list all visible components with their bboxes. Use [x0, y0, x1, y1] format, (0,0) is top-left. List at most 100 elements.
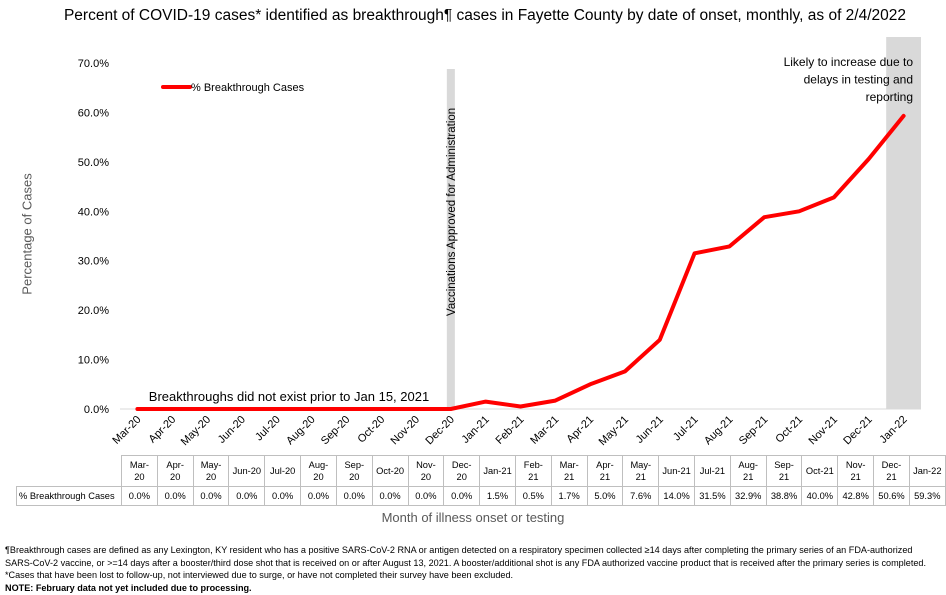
table-column-header: Apr- 21 [586, 455, 624, 487]
table-cell: 0.0% [156, 486, 194, 506]
vaccine-annotation: Vaccinations Approved for Administration [446, 108, 458, 316]
annotations: Vaccinations Approved for Administration… [149, 55, 914, 404]
x-tick-label: Jun-21 [634, 414, 666, 446]
data-point [519, 405, 522, 409]
x-tick-label: Aug-20 [284, 414, 318, 448]
x-tick-label: Nov-21 [806, 414, 840, 448]
x-tick-label: Dec-20 [423, 414, 457, 448]
table-column-header: May- 21 [622, 455, 660, 487]
table-column-header: Mar- 20 [121, 455, 158, 487]
table-row-header: % Breakthrough Cases [16, 486, 122, 506]
table-cell: 0.0% [443, 486, 481, 506]
x-tick-label: Jan-21 [460, 414, 492, 446]
data-point [658, 338, 662, 342]
x-tick-label: Dec-21 [841, 414, 875, 448]
y-tick-label: 0.0% [84, 404, 109, 416]
incomplete-data-annotation: delays in testing and [804, 73, 913, 87]
incomplete-data-annotation: reporting [866, 90, 913, 104]
data-point [553, 399, 557, 403]
x-tick-label: Sep-21 [737, 414, 771, 448]
incomplete-data-band [886, 37, 921, 409]
table-cell: 50.6% [873, 486, 910, 506]
data-point [867, 157, 871, 161]
line-chart: 0.0%10.0%20.0%30.0%40.0%50.0%60.0%70.0% … [78, 37, 921, 448]
table-cell: 0.0% [121, 486, 158, 506]
table-column-header: May- 20 [192, 455, 230, 487]
table-column-header: Jul-21 [694, 455, 731, 487]
data-point [623, 369, 627, 373]
table-cell: 42.8% [837, 486, 875, 506]
data-point [379, 407, 383, 411]
x-tick-label: Sep-20 [319, 414, 353, 448]
data-point [484, 400, 488, 404]
table-column-header: Jun-20 [228, 455, 266, 487]
incomplete-data-annotation: Likely to increase due to [784, 55, 914, 69]
data-point [275, 407, 279, 411]
vaccine-approval-band [446, 69, 455, 409]
data-point [240, 407, 244, 411]
x-tick-label: Oct-21 [773, 414, 805, 446]
table-column-header: Mar- 21 [550, 455, 588, 487]
table-column-header: Oct-20 [371, 455, 409, 487]
x-tick-label: Nov-20 [389, 414, 423, 448]
data-point [205, 407, 209, 411]
table-cell: 31.5% [694, 486, 731, 506]
table-column-header: Jan-21 [479, 455, 516, 487]
table-column-header: Feb- 21 [514, 455, 552, 487]
table-column-header: Apr- 20 [156, 455, 194, 487]
table-cell: 5.0% [586, 486, 624, 506]
table-column-header: Aug- 20 [300, 455, 337, 487]
y-tick-label: 40.0% [78, 206, 109, 218]
table-cell: 0.0% [371, 486, 409, 506]
table-corner [17, 456, 122, 487]
footnote-text: ¶Breakthrough cases are defined as any L… [5, 545, 926, 581]
x-tick-label: May-21 [597, 414, 631, 448]
y-tick-label: 50.0% [78, 157, 109, 169]
x-tick-label: Jul-20 [253, 414, 283, 444]
table-column-header: Sep- 21 [765, 455, 803, 487]
x-tick-label: Apr-21 [564, 414, 596, 446]
table-cell: 0.0% [192, 486, 230, 506]
data-point [135, 407, 139, 411]
data-point [310, 407, 314, 411]
table-cell: 0.0% [300, 486, 337, 506]
table-cell: 0.0% [407, 486, 445, 506]
table-cell: 7.6% [622, 486, 660, 506]
data-point [797, 209, 801, 213]
x-tick-label: Jan-22 [877, 414, 909, 446]
table-cell: 40.0% [801, 486, 839, 506]
y-axis-ticks: 0.0% 10.0% 20.0% 30.0% 40.0% 50.0% 60.0% 70.0% [78, 58, 109, 416]
data-point [832, 195, 836, 199]
table-cell: 0.0% [228, 486, 266, 506]
table-column-header: Nov- 21 [837, 455, 875, 487]
table-cell: 1.7% [550, 486, 588, 506]
data-table: Mar- 20 Apr- 20 May- 20 Jun-20 Jul-20 Aug- 20 Sep-… [16, 455, 946, 506]
y-tick-label: 70.0% [78, 58, 109, 70]
y-tick-label: 10.0% [78, 355, 109, 367]
table-cell: 14.0% [658, 486, 695, 506]
x-tick-label: Mar-20 [110, 414, 143, 447]
x-tick-label: Oct-20 [355, 414, 387, 446]
x-tick-label: Aug-21 [702, 414, 736, 448]
chart-title: Percent of COVID-19 cases* identified as… [63, 7, 907, 24]
table-cell: 0.0% [335, 486, 373, 506]
footnote-note: NOTE: February data not yet included due… [5, 583, 252, 594]
footnote: ¶Breakthrough cases are defined as any L… [5, 544, 940, 595]
table-column-header: Dec- 20 [443, 455, 481, 487]
x-tick-label: Jun-20 [216, 414, 248, 446]
data-point [344, 407, 348, 411]
table-column-header: Jul-20 [264, 455, 302, 487]
x-tick-label: May-20 [179, 414, 213, 448]
x-tick-label: Feb-21 [493, 414, 526, 447]
y-tick-label: 20.0% [78, 305, 109, 317]
table-column-header: Jan-22 [908, 455, 946, 487]
table-cell: 38.8% [765, 486, 803, 506]
table-column-header: Oct-21 [801, 455, 839, 487]
y-tick-label: 30.0% [78, 256, 109, 268]
data-point [414, 407, 418, 411]
table-column-header: Sep- 20 [335, 455, 373, 487]
table-column-header: Jun-21 [658, 455, 695, 487]
pre-vaccine-annotation: Breakthroughs did not exist prior to Jan… [149, 389, 429, 404]
x-axis-ticks: Mar-20 Apr-20 May-20 Jun-20 Jul-20 Aug-20 Sep-… [110, 414, 909, 448]
table-cell: 0.0% [264, 486, 302, 506]
